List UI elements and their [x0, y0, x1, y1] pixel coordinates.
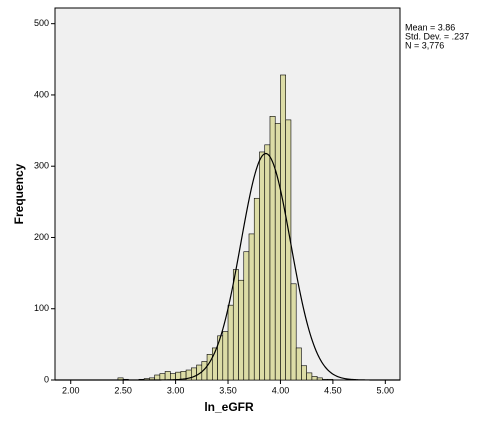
- bar: [164, 371, 171, 381]
- bar: [280, 74, 286, 381]
- y-tick-label: 0: [44, 374, 49, 384]
- bar: [327, 378, 334, 381]
- bar: [253, 197, 260, 381]
- bar: [269, 116, 276, 381]
- y-axis-title: Frequency: [12, 163, 26, 224]
- plot-area: [54, 7, 401, 381]
- x-tick-label: 5.00: [377, 385, 395, 395]
- bar: [170, 373, 176, 381]
- y-tick-label: 400: [34, 89, 49, 99]
- stat-mean: Mean = 3.86: [405, 22, 455, 32]
- stat-n: N = 3,776: [405, 40, 444, 50]
- x-tick-label: 2.00: [62, 385, 80, 395]
- y-tick-label: 200: [34, 232, 49, 242]
- x-tick-label: 4.00: [272, 385, 290, 395]
- bar: [154, 374, 161, 381]
- bar: [264, 144, 271, 381]
- bar: [322, 378, 328, 381]
- bar: [232, 269, 239, 381]
- y-tick-label: 300: [34, 161, 49, 171]
- x-tick-label: 3.50: [219, 385, 237, 395]
- normal-curve: [55, 152, 400, 381]
- bar: [238, 279, 245, 381]
- bar: [159, 373, 166, 381]
- bar: [295, 347, 302, 381]
- y-tick-label: 100: [34, 303, 49, 313]
- bar: [274, 123, 281, 381]
- bar: [248, 233, 255, 381]
- bar: [316, 377, 323, 381]
- stat-std-dev: Std. Dev. = .237: [405, 31, 469, 41]
- y-tick-label: 500: [34, 18, 49, 28]
- x-tick-label: 2.50: [114, 385, 132, 395]
- bar: [191, 367, 197, 381]
- bar: [243, 251, 250, 381]
- x-axis-title: ln_eGFR: [204, 400, 254, 414]
- bar: [222, 331, 229, 381]
- x-tick-label: 4.50: [324, 385, 342, 395]
- bar: [290, 283, 297, 381]
- x-tick-label: 3.00: [167, 385, 185, 395]
- bar: [311, 376, 318, 381]
- bar: [259, 151, 266, 381]
- bar: [306, 372, 313, 381]
- bar: [227, 304, 234, 381]
- bar: [285, 119, 292, 381]
- bar: [301, 365, 307, 381]
